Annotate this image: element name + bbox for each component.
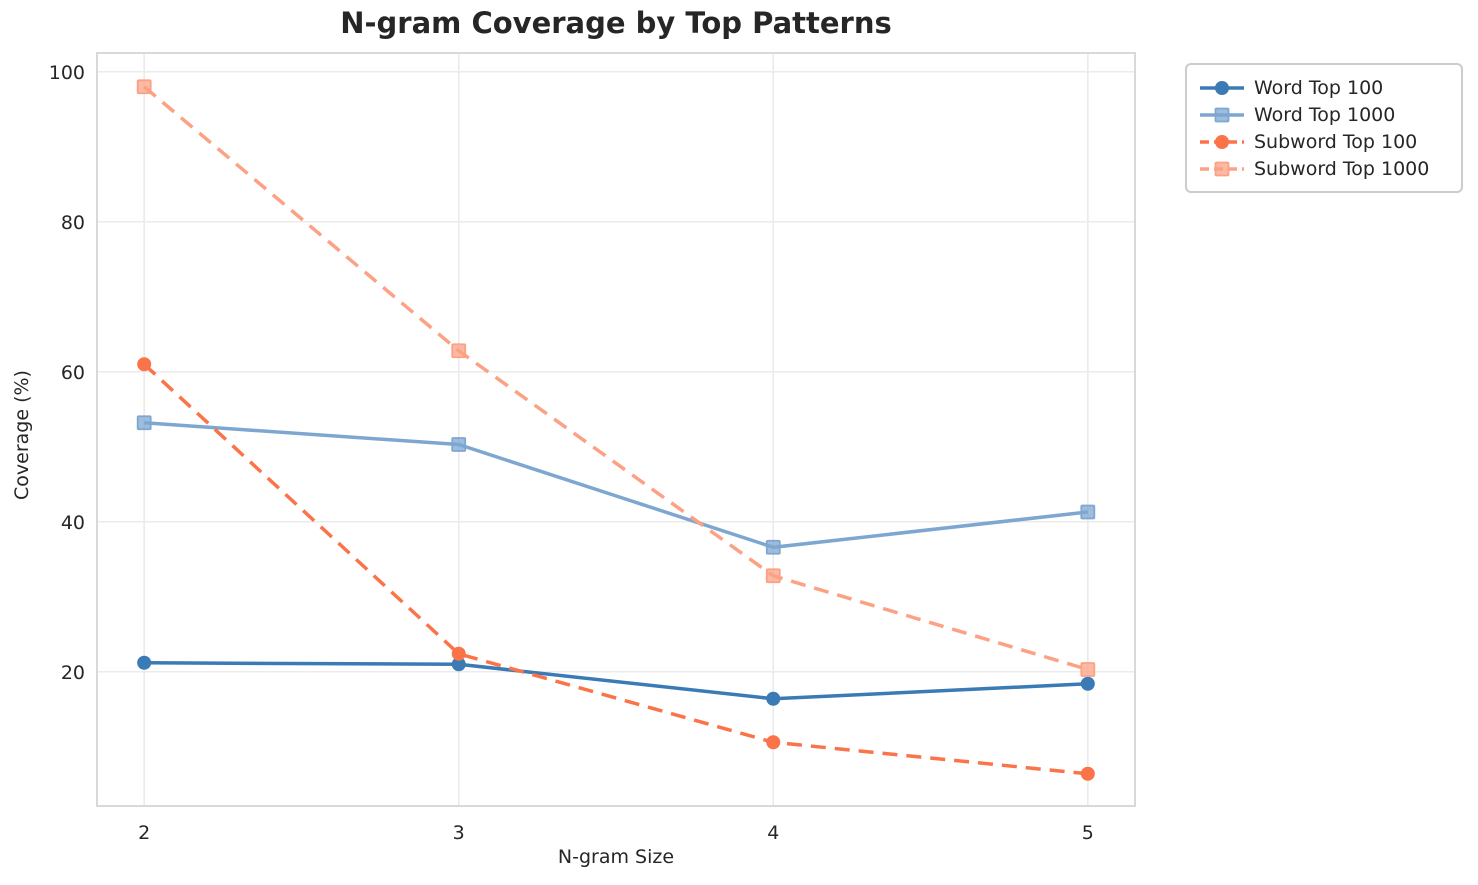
legend-sample-word-top-1000 (1200, 107, 1244, 122)
legend-label: Subword Top 1000 (1254, 157, 1430, 180)
marker-subword-top-1000 (136, 79, 152, 95)
chart-title: N-gram Coverage by Top Patterns (340, 6, 892, 40)
legend-label: Subword Top 100 (1254, 130, 1418, 153)
square-marker-icon (1214, 161, 1230, 176)
y-axis-label: Coverage (%) (11, 370, 33, 500)
marker-word-top-100 (451, 657, 466, 672)
marker-subword-top-100 (451, 646, 466, 661)
legend-item-word-top-1000: Word Top 1000 (1199, 101, 1449, 128)
marker-subword-top-100 (137, 357, 152, 372)
legend-sample-subword-top-1000 (1200, 161, 1244, 176)
marker-subword-top-1000 (451, 343, 467, 359)
marker-subword-top-100 (766, 735, 781, 750)
marker-word-top-1000 (1080, 504, 1096, 520)
marker-word-top-100 (766, 691, 781, 706)
marker-subword-top-1000 (765, 568, 781, 584)
marker-subword-top-1000 (1080, 662, 1096, 677)
square-marker-icon (1214, 107, 1230, 122)
y-tick-label: 60 (61, 362, 85, 384)
circle-marker-icon (1215, 80, 1229, 95)
legend-label: Word Top 1000 (1254, 103, 1396, 126)
legend-item-word-top-100: Word Top 100 (1199, 74, 1449, 101)
circle-marker-icon (1215, 134, 1229, 149)
marker-word-top-1000 (136, 415, 152, 431)
x-tick-label: 4 (767, 822, 779, 844)
series-line-word-top-100 (144, 661, 1088, 701)
x-tick-label: 5 (1082, 822, 1094, 844)
legend-sample-subword-top-100 (1200, 134, 1244, 149)
y-tick-label: 100 (49, 62, 85, 84)
legend-item-subword-top-100: Subword Top 100 (1199, 128, 1449, 155)
y-tick-label: 20 (61, 662, 85, 684)
marker-word-top-1000 (451, 437, 467, 452)
marker-word-top-100 (1080, 676, 1095, 691)
x-axis-label: N-gram Size (557, 846, 675, 868)
x-tick-label: 3 (453, 822, 465, 844)
plot-border (96, 52, 1136, 807)
legend-item-subword-top-1000: Subword Top 1000 (1199, 155, 1449, 182)
legend-sample-word-top-100 (1200, 80, 1244, 95)
series-line-subword-top-100 (143, 363, 1088, 776)
y-tick-label: 40 (61, 512, 85, 534)
marker-word-top-1000 (765, 539, 781, 555)
legend: Word Top 100 Word Top 1000 Subword Top 100… (1185, 63, 1463, 193)
y-tick-label: 80 (61, 212, 85, 234)
x-tick-label: 2 (138, 822, 150, 844)
series-line-word-top-1000 (144, 421, 1088, 550)
marker-word-top-100 (137, 655, 152, 670)
legend-label: Word Top 100 (1254, 76, 1384, 99)
series-line-subword-top-1000 (143, 85, 1089, 672)
marker-subword-top-100 (1080, 766, 1095, 781)
